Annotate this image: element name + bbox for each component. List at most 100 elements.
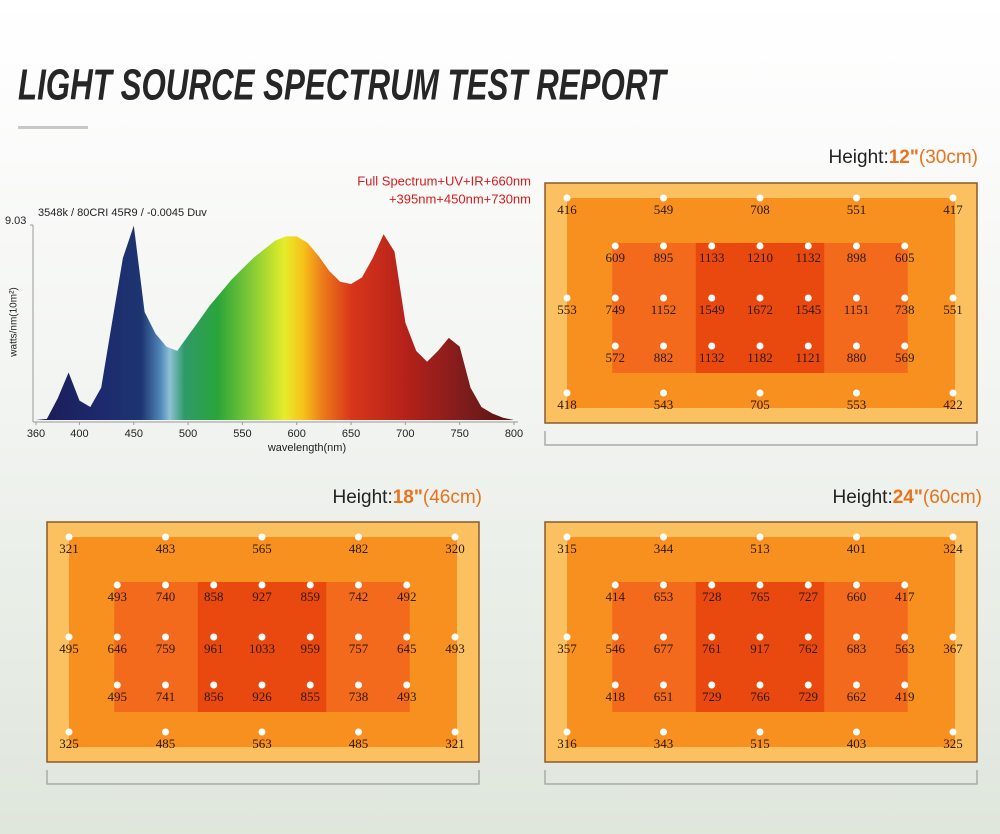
sensor-dot — [210, 633, 218, 641]
sensor-dot — [403, 633, 411, 641]
ppfd-value: 1121 — [795, 350, 821, 365]
ppfd-value: 417 — [895, 589, 915, 604]
ppfd-value: 882 — [654, 350, 674, 365]
sensor-dot — [660, 242, 667, 250]
heading-label: Height: — [333, 487, 393, 508]
ppfd-value: 727 — [799, 589, 819, 604]
sensor-dot — [756, 728, 764, 736]
ppfd-value: 543 — [654, 397, 674, 412]
x-tick-label: 550 — [233, 428, 251, 440]
sensor-dot — [756, 242, 764, 250]
ppfd-value: 653 — [654, 589, 674, 604]
ppfd-value: 569 — [895, 350, 915, 365]
sensor-dot — [949, 728, 957, 736]
sensor-dot — [708, 681, 716, 689]
ppfd-value: 858 — [204, 589, 224, 604]
x-tick-label: 400 — [70, 428, 88, 440]
ppfd-value: 729 — [702, 689, 722, 704]
sensor-dot — [611, 681, 619, 689]
x-tick-label: 650 — [342, 428, 360, 440]
ppfd-value: 418 — [557, 397, 577, 412]
ppfd-value: 895 — [654, 250, 674, 265]
ppfd-value: 1182 — [747, 350, 773, 365]
sensor-dot — [756, 194, 764, 202]
sensor-dot — [708, 342, 716, 350]
ppfd-value: 416 — [557, 202, 577, 217]
sensor-dot — [162, 533, 169, 541]
ppfd-value: 325 — [943, 736, 963, 751]
sensor-dot — [660, 294, 667, 302]
sensor-dot — [756, 633, 764, 641]
ppfd-value: 761 — [702, 641, 722, 656]
sensor-dot — [355, 633, 362, 641]
ppfd-map: 321 483 565 482 320 493 740 858 927 859 742 492 495 6… — [46, 521, 480, 763]
ppfd-value: 741 — [156, 689, 176, 704]
sensor-dot — [210, 681, 218, 689]
sensor-dot — [113, 681, 121, 689]
ppfd-value: 738 — [349, 689, 369, 704]
sensor-dot — [804, 294, 812, 302]
sensor-dot — [563, 389, 571, 397]
sensor-dot — [113, 581, 121, 589]
sensor-dot — [853, 681, 860, 689]
ppfd-value: 646 — [108, 641, 128, 656]
x-tick-label: 700 — [396, 428, 414, 440]
sensor-dot — [949, 633, 957, 641]
ppfd-value: 418 — [606, 689, 626, 704]
sensor-dot — [611, 294, 619, 302]
ppfd-value: 549 — [654, 202, 674, 217]
ppfd-value: 645 — [397, 641, 417, 656]
ppfd-value: 605 — [895, 250, 915, 265]
spectrum-label: Full Spectrum+UV+IR+660nm — [357, 173, 531, 188]
x-tick-label: 450 — [125, 428, 143, 440]
sensor-dot — [804, 633, 812, 641]
ppfd-value: 493 — [397, 689, 417, 704]
heading-label: Height: — [833, 487, 893, 508]
sensor-dot — [355, 581, 362, 589]
x-tick-label: 750 — [451, 428, 469, 440]
ppfd-map: 315 344 513 401 324 414 653 728 765 727 660 417 357 5… — [544, 521, 978, 763]
ppfd-value: 917 — [750, 641, 770, 656]
ppfd-value: 1132 — [699, 350, 725, 365]
sensor-dot — [162, 581, 169, 589]
spec-note: 3548k / 80CRI 45R9 / -0.0045 Duv — [38, 207, 207, 219]
ppfd-value: 551 — [943, 302, 963, 317]
sensor-dot — [210, 581, 218, 589]
sensor-dot — [756, 681, 764, 689]
sensor-dot — [306, 681, 314, 689]
sensor-dot — [660, 633, 667, 641]
ppfd-value: 662 — [847, 689, 867, 704]
divider — [18, 126, 88, 129]
sensor-dot — [611, 581, 619, 589]
ppfd-value: 367 — [943, 641, 963, 656]
ppfd-value: 325 — [59, 736, 79, 751]
ppfd-value: 729 — [799, 689, 819, 704]
sensor-dot — [451, 728, 459, 736]
map-heading: Height:24"(60cm) — [833, 487, 982, 508]
sensor-dot — [949, 389, 957, 397]
map-heading: Height:12"(30cm) — [829, 147, 978, 168]
sensor-dot — [853, 533, 860, 541]
x-tick-label: 800 — [505, 428, 523, 440]
sensor-dot — [853, 342, 860, 350]
ppfd-value: 321 — [445, 736, 465, 751]
ppfd-value: 553 — [557, 302, 577, 317]
bracket — [544, 431, 978, 446]
ppfd-value: 565 — [252, 541, 272, 556]
ppfd-value: 495 — [108, 689, 128, 704]
sensor-dot — [708, 294, 716, 302]
sensor-dot — [756, 342, 764, 350]
ppfd-value: 766 — [750, 689, 770, 704]
ppfd-value: 728 — [702, 589, 722, 604]
ppfd-value: 651 — [654, 689, 674, 704]
ppfd-value: 762 — [799, 641, 819, 656]
x-tick-label: 360 — [27, 428, 45, 440]
sensor-dot — [708, 242, 716, 250]
ppfd-value: 417 — [943, 202, 963, 217]
ppfd-value: 660 — [847, 589, 867, 604]
sensor-dot — [901, 242, 909, 250]
sensor-dot — [258, 728, 266, 736]
ppfd-value: 344 — [654, 541, 674, 556]
ppfd-value: 738 — [895, 302, 915, 317]
